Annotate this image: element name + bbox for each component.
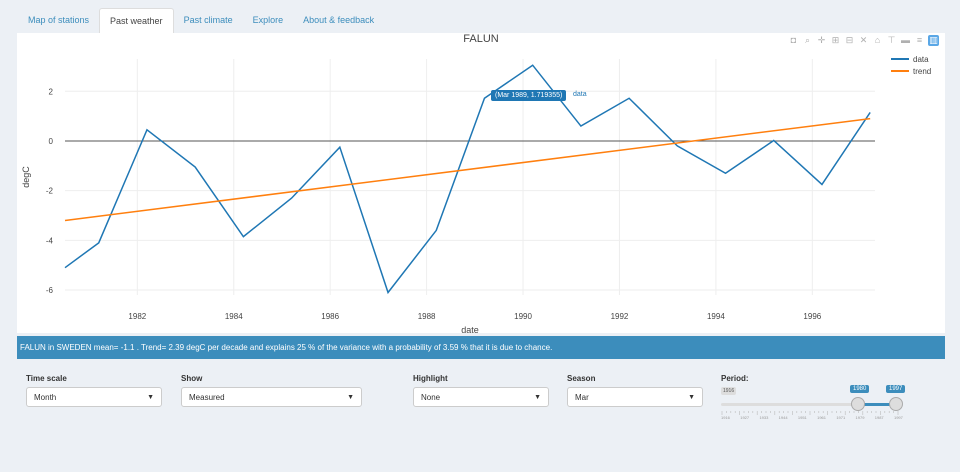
- highlight-select[interactable]: None ▼: [413, 387, 549, 407]
- plot-toolbar: ◘ ⌕ ✛ ⊞ ⊟ ✕ ⌂ ⊤ ▬ ≡ ▥: [788, 35, 939, 46]
- tab-past-weather[interactable]: Past weather: [99, 8, 174, 34]
- slider-tick-label: 1997: [893, 415, 903, 420]
- spike-lines-icon[interactable]: ⊤: [887, 35, 896, 45]
- season-select[interactable]: Mar ▼: [567, 387, 703, 407]
- show-select[interactable]: Measured ▼: [181, 387, 362, 407]
- chevron-down-icon: ▼: [347, 393, 354, 401]
- tab-past-climate[interactable]: Past climate: [183, 15, 233, 25]
- camera-icon[interactable]: ◘: [790, 35, 797, 45]
- y-tick-label: 2: [49, 87, 54, 96]
- time-scale-select[interactable]: Month ▼: [26, 387, 162, 407]
- legend-swatch-data: [891, 58, 909, 60]
- slider-tick-label: 1987: [874, 415, 884, 420]
- y-tick-label: -6: [46, 286, 54, 295]
- summary-info-bar: FALUN in SWEDEN mean= -1.1 . Trend= 2.39…: [17, 336, 945, 359]
- series-line-data[interactable]: [64, 64, 871, 295]
- legend-item-data[interactable]: data: [891, 53, 931, 65]
- highlight-value: None: [421, 392, 441, 402]
- legend-swatch-trend: [891, 70, 909, 72]
- legend-label-data: data: [913, 54, 929, 64]
- grid-layer: [65, 59, 875, 295]
- period-from-badge: 1980: [850, 385, 870, 393]
- tab-about-feedback[interactable]: About & feedback: [303, 15, 375, 25]
- period-label: Period:: [721, 374, 749, 383]
- chevron-down-icon: ▼: [147, 393, 154, 401]
- time-scale-control: Time scale Month ▼: [26, 374, 162, 407]
- slider-tick-label: 1961: [817, 415, 826, 420]
- y-tick-label: 0: [49, 137, 54, 146]
- chevron-down-icon: ▼: [688, 393, 695, 401]
- slider-ticks: [721, 411, 899, 415]
- slider-tick-label: 1916: [721, 415, 730, 420]
- hover-tooltip: (Mar 1989, 1.719355): [491, 90, 567, 101]
- x-tick-label: 1996: [803, 312, 821, 321]
- tab-bar: Map of stations Past weather Past climat…: [18, 8, 384, 34]
- y-tick-label: -2: [46, 187, 54, 196]
- x-tick-label: 1982: [128, 312, 146, 321]
- x-tick-label: 1986: [321, 312, 339, 321]
- legend-item-trend[interactable]: trend: [891, 65, 931, 77]
- chevron-down-icon: ▼: [534, 393, 541, 401]
- hover-closest-icon[interactable]: ▬: [901, 35, 910, 45]
- x-tick-label: 1994: [707, 312, 725, 321]
- tab-map-of-stations[interactable]: Map of stations: [28, 15, 90, 25]
- x-axis-label: date: [461, 325, 479, 333]
- slider-handle-from[interactable]: [851, 397, 865, 411]
- legend-label-trend: trend: [913, 66, 932, 76]
- series-line-trend[interactable]: [64, 117, 871, 222]
- slider-tick-labels: 1916 1927 1933 1944 1951 1961 1971 1979 1987 1997: [721, 415, 903, 420]
- series-layer: [64, 64, 871, 295]
- highlight-label: Highlight: [413, 374, 448, 383]
- slider-selected-range: [857, 403, 897, 406]
- autoscale-icon[interactable]: ✕: [859, 35, 868, 45]
- zoom-in-icon[interactable]: ⊞: [831, 35, 840, 45]
- period-min-badge: 1916: [721, 387, 737, 395]
- hover-compare-icon[interactable]: ≡: [916, 35, 923, 45]
- slider-tick-label: 1927: [740, 415, 750, 420]
- zoom-out-icon[interactable]: ⊟: [845, 35, 854, 45]
- show-label: Show: [181, 374, 203, 383]
- pan-icon[interactable]: ✛: [817, 35, 826, 45]
- slider-tick-label: 1979: [855, 415, 865, 420]
- zoom-icon[interactable]: ⌕: [804, 35, 811, 45]
- time-scale-value: Month: [34, 392, 57, 402]
- season-value: Mar: [575, 392, 589, 402]
- show-value: Measured: [189, 392, 225, 402]
- tab-explore[interactable]: Explore: [252, 15, 284, 25]
- slider-tick-label: 1951: [797, 415, 807, 420]
- highlight-control: Highlight None ▼: [413, 374, 549, 407]
- slider-handle-to[interactable]: [889, 397, 903, 411]
- period-to-badge: 1997: [886, 385, 906, 393]
- period-control: Period:: [721, 374, 749, 387]
- chart-title: FALUN: [463, 33, 499, 45]
- plot-panel: FALUN ◘ ⌕ ✛ ⊞ ⊟ ✕ ⌂ ⊤ ▬ ≡ ▥ 1982 1984 1986…: [17, 33, 945, 333]
- hover-tooltip-series: data: [573, 91, 587, 98]
- chart-legend: data trend: [891, 53, 931, 77]
- slider-tick-label: 1971: [836, 415, 846, 420]
- plotly-logo-icon[interactable]: ▥: [928, 35, 939, 46]
- x-tick-label: 1988: [418, 312, 436, 321]
- period-slider[interactable]: 1916 1980 1997 1916 1927 1933 1944 1951 1961 1…: [721, 385, 911, 425]
- chart-svg: 1982 1984 1986 1988 1990 1992 1994 1996 -6 -4 -2 0 2…: [21, 59, 875, 333]
- time-scale-label: Time scale: [26, 374, 67, 383]
- reset-axes-icon[interactable]: ⌂: [874, 35, 881, 45]
- y-tick-label: -4: [46, 236, 54, 245]
- x-tick-label: 1990: [514, 312, 532, 321]
- slider-track[interactable]: [721, 403, 899, 406]
- x-tick-label: 1992: [611, 312, 629, 321]
- show-control: Show Measured ▼: [181, 374, 362, 407]
- slider-tick-label: 1944: [778, 415, 788, 420]
- x-tick-label: 1984: [225, 312, 243, 321]
- axis-layer: 1982 1984 1986 1988 1990 1992 1994 1996 -6 -4 -2 0 2: [46, 87, 875, 321]
- y-axis-label: degC: [21, 166, 31, 188]
- season-control: Season Mar ▼: [567, 374, 703, 407]
- season-label: Season: [567, 374, 596, 383]
- slider-tick-label: 1933: [759, 415, 769, 420]
